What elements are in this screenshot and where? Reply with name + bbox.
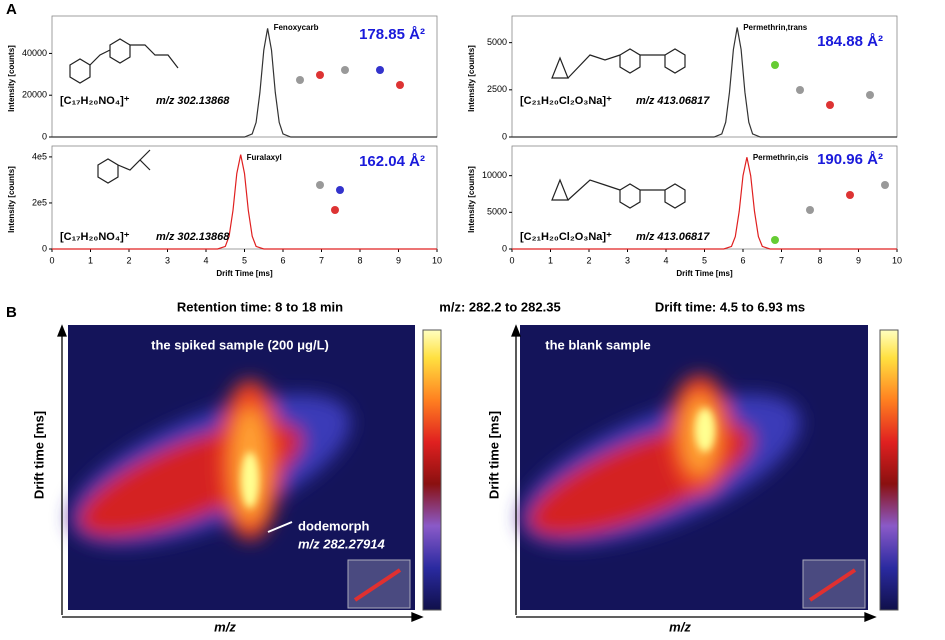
x-tick-label: 2 xyxy=(126,255,131,265)
x-tick-label: 6 xyxy=(740,255,745,265)
colorbar xyxy=(879,329,899,611)
formula: [C₂₁H₂₀Cl₂O₃Na]⁺ xyxy=(520,95,612,107)
x-tick-label: 6 xyxy=(280,255,285,265)
x-tick-label: 4 xyxy=(203,255,208,265)
x-tick-label: 8 xyxy=(817,255,822,265)
heatmap xyxy=(519,325,868,610)
x-tick-label: 2 xyxy=(586,255,591,265)
x-tick-label: 5 xyxy=(242,255,247,265)
colorbar xyxy=(422,329,442,611)
panel-label: B xyxy=(6,304,17,321)
header: Drift time: 4.5 to 6.93 ms xyxy=(655,299,805,314)
y-axis-label: Intensity [counts] xyxy=(7,166,16,233)
y-tick-label: 0 xyxy=(502,243,507,253)
y-tick-label: 20000 xyxy=(22,90,47,100)
heatmap-title: the blank sample xyxy=(545,337,650,352)
callout: dodemorph xyxy=(298,518,370,533)
y-axis-label: Intensity [counts] xyxy=(467,45,476,112)
x-tick-label: 7 xyxy=(779,255,784,265)
heatmap-title: the spiked sample (200 μg/L) xyxy=(151,337,329,352)
x-tick-label: 1 xyxy=(548,255,553,265)
formula: [C₂₁H₂₀Cl₂O₃Na]⁺ xyxy=(520,231,612,243)
y-tick-label: 4e5 xyxy=(32,151,47,161)
ccs-value: 162.04 Å² xyxy=(359,153,425,170)
x-tick-label: 10 xyxy=(432,255,442,265)
x-tick-label: 3 xyxy=(625,255,630,265)
peak-label: Permethrin,trans xyxy=(743,23,808,32)
mz-value: m/z 302.13868 xyxy=(156,95,230,107)
y-tick-label: 0 xyxy=(42,243,47,253)
panel-label: A xyxy=(6,1,17,18)
x-axis-label: m/z xyxy=(214,619,236,634)
x-tick-label: 9 xyxy=(396,255,401,265)
x-tick-label: 5 xyxy=(702,255,707,265)
y-tick-label: 10000 xyxy=(482,170,507,180)
y-tick-label: 5000 xyxy=(487,207,507,217)
ccs-value: 190.96 Å² xyxy=(817,151,883,168)
axis-arrows xyxy=(57,324,877,622)
x-tick-label: 0 xyxy=(49,255,54,265)
peak-label: Permethrin,cis xyxy=(753,153,809,162)
arrow xyxy=(267,521,293,533)
x-tick-label: 10 xyxy=(892,255,902,265)
y-tick-label: 0 xyxy=(502,131,507,141)
y-tick-label: 0 xyxy=(42,131,47,141)
formula: [C₁₇H₂₀NO₄]⁺ xyxy=(60,95,130,107)
structure xyxy=(69,38,686,209)
x-tick-label: 4 xyxy=(663,255,668,265)
y-axis-label: Intensity [counts] xyxy=(467,166,476,233)
mz-value: m/z 302.13868 xyxy=(156,231,230,243)
ccs-value: 184.88 Å² xyxy=(817,33,883,50)
peak-label: Furalaxyl xyxy=(247,153,282,162)
line-series xyxy=(52,154,437,250)
x-tick-label: 1 xyxy=(88,255,93,265)
x-axis-label: Drift Time [ms] xyxy=(216,269,273,278)
x-tick-label: 8 xyxy=(357,255,362,265)
peak-label: Fenoxycarb xyxy=(274,23,319,32)
formula: [C₁₇H₂₀NO₄]⁺ xyxy=(60,231,130,243)
x-axis-label: m/z xyxy=(669,619,691,634)
y-tick-label: 5000 xyxy=(487,37,507,47)
x-tick-label: 7 xyxy=(319,255,324,265)
x-axis-label: Drift Time [ms] xyxy=(676,269,733,278)
line-series xyxy=(52,28,437,138)
y-tick-label: 2e5 xyxy=(32,197,47,207)
y-tick-label: 2500 xyxy=(487,84,507,94)
header: m/z: 282.2 to 282.35 xyxy=(439,299,560,314)
x-tick-label: 9 xyxy=(856,255,861,265)
y-tick-label: 40000 xyxy=(22,48,47,58)
heatmap xyxy=(68,325,415,610)
line-series xyxy=(512,157,897,250)
mz-value: m/z 413.06817 xyxy=(636,231,710,243)
y-axis-label: Drift time [ms] xyxy=(31,411,46,499)
line-series xyxy=(512,27,897,138)
y-axis-label: Drift time [ms] xyxy=(486,411,501,499)
x-tick-label: 3 xyxy=(165,255,170,265)
callout: m/z 282.27914 xyxy=(298,536,386,551)
header: Retention time: 8 to 18 min xyxy=(177,299,343,314)
molecule-model xyxy=(296,61,889,244)
ccs-value: 178.85 Å² xyxy=(359,26,425,43)
y-axis-label: Intensity [counts] xyxy=(7,45,16,112)
x-tick-label: 0 xyxy=(509,255,514,265)
mz-value: m/z 413.06817 xyxy=(636,95,710,107)
